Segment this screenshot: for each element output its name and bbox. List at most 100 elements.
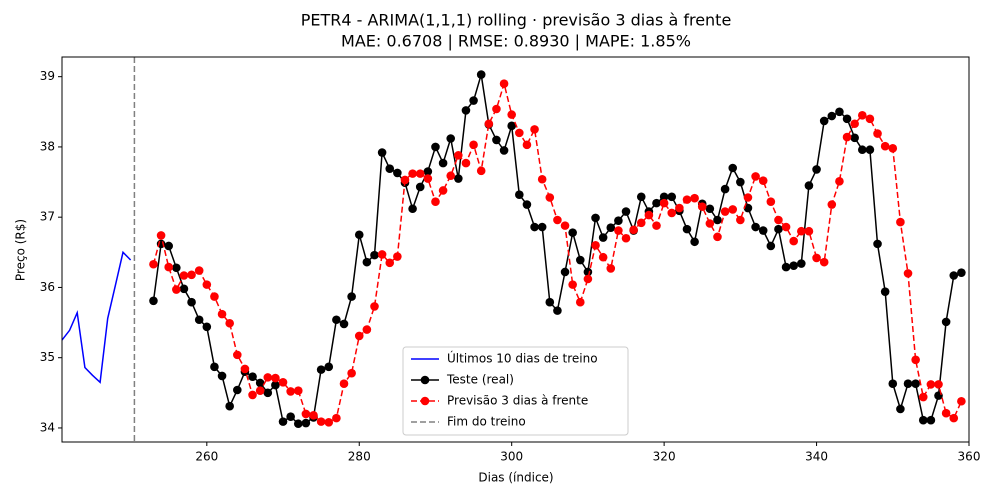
point	[255, 386, 265, 396]
point	[263, 388, 273, 398]
point	[278, 417, 288, 426]
point	[507, 110, 516, 119]
point	[301, 409, 311, 419]
point	[553, 306, 562, 315]
point	[873, 129, 882, 138]
point	[911, 355, 920, 365]
point	[560, 267, 570, 277]
point	[324, 418, 334, 427]
point	[774, 224, 783, 234]
point	[194, 266, 204, 275]
y-tick-label: 39	[40, 69, 55, 83]
point	[682, 224, 692, 234]
point	[896, 217, 905, 227]
point	[438, 158, 448, 168]
point	[575, 297, 585, 307]
point	[758, 226, 768, 235]
chart-title: PETR4 - ARIMA(1,1,1) rolling · previsão …	[301, 11, 732, 30]
point	[240, 364, 250, 374]
point	[675, 203, 684, 213]
point	[812, 253, 821, 263]
point	[583, 267, 593, 277]
point	[797, 226, 806, 236]
point	[728, 163, 738, 173]
point	[354, 331, 364, 341]
point	[903, 379, 913, 388]
point	[362, 325, 372, 334]
y-tick-label: 34	[40, 420, 55, 434]
point	[918, 392, 928, 402]
point	[659, 192, 669, 202]
point	[156, 231, 166, 240]
y-tick-label: 35	[40, 350, 55, 364]
point	[324, 362, 334, 372]
point	[339, 319, 349, 329]
point	[507, 121, 516, 131]
legend-label: Últimos 10 dias de treino	[447, 351, 598, 366]
point	[758, 176, 768, 185]
point	[789, 236, 798, 246]
point	[644, 210, 654, 220]
point	[172, 285, 181, 294]
point	[233, 385, 242, 395]
y-tick-label: 37	[40, 210, 55, 224]
point	[606, 264, 616, 273]
point	[949, 413, 959, 423]
point	[835, 107, 844, 117]
point	[271, 373, 280, 383]
point	[210, 362, 219, 372]
point	[438, 186, 448, 195]
point	[880, 287, 890, 296]
point	[515, 190, 524, 200]
point	[857, 111, 867, 120]
series-line	[62, 250, 132, 384]
point	[499, 146, 509, 155]
point	[385, 258, 395, 268]
point	[553, 215, 562, 225]
point	[713, 232, 722, 242]
point	[309, 411, 318, 420]
point	[652, 198, 661, 208]
point	[743, 193, 753, 202]
point	[873, 239, 882, 249]
point	[354, 230, 364, 240]
point	[896, 404, 905, 414]
point	[454, 174, 463, 183]
point	[957, 396, 966, 406]
point	[614, 226, 623, 235]
x-tick-label: 280	[348, 450, 371, 464]
point	[621, 207, 631, 216]
point	[842, 132, 852, 142]
point	[370, 250, 379, 260]
point	[781, 262, 791, 272]
point	[888, 144, 898, 153]
x-axis-label: Dias (índice)	[478, 471, 553, 485]
point	[850, 133, 859, 143]
point	[667, 192, 677, 202]
point	[545, 297, 555, 307]
point	[842, 114, 852, 124]
point	[812, 165, 821, 174]
point	[194, 315, 204, 325]
point	[530, 125, 539, 134]
point	[469, 96, 478, 105]
point	[728, 205, 738, 214]
point	[682, 195, 692, 204]
legend-label: Teste (real)	[446, 373, 514, 387]
y-axis-label: Preço (R$)	[14, 219, 28, 281]
point	[797, 259, 806, 268]
point	[164, 241, 174, 251]
point	[697, 202, 707, 211]
point	[880, 141, 890, 151]
point	[164, 262, 174, 272]
point	[255, 378, 265, 388]
point	[781, 222, 791, 232]
point	[202, 322, 212, 332]
point	[621, 233, 631, 243]
point	[469, 140, 478, 150]
point	[865, 145, 875, 155]
point	[888, 379, 898, 388]
point	[636, 218, 646, 228]
point	[362, 257, 372, 267]
point	[415, 169, 425, 178]
